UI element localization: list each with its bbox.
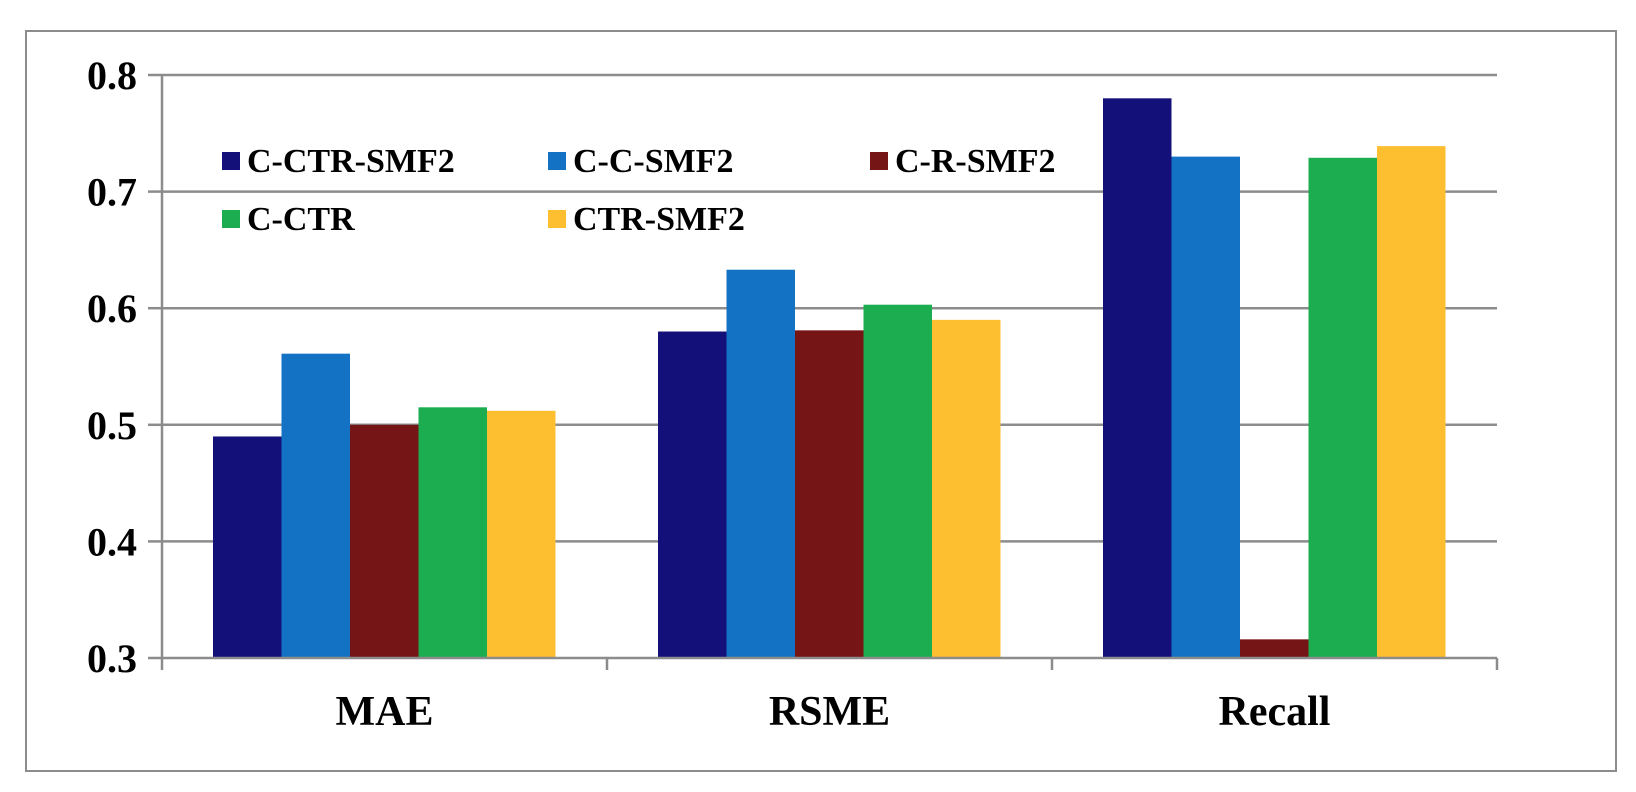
bars [213, 98, 1446, 658]
bar-c-c-smf2-recall [1171, 156, 1240, 658]
legend-label: CTR-SMF2 [573, 201, 745, 238]
bar-c-r-smf2-recall [1240, 639, 1309, 658]
legend: C-CTR-SMF2 C-C-SMF2 C-R-SMF2 C-CTR CTR-SMF2 [222, 143, 1056, 238]
y-tick-label: 0.5 [87, 403, 137, 448]
x-category-label: MAE [336, 689, 434, 735]
bar-c-r-smf2-mae [350, 424, 419, 658]
y-tick-label: 0.3 [87, 636, 137, 681]
legend-swatch [222, 152, 240, 170]
legend-label: C-C-SMF2 [573, 143, 734, 180]
y-tick-label: 0.6 [87, 286, 137, 331]
bar-c-ctr-smf2-mae [213, 436, 282, 658]
bar-c-r-smf2-rsme [795, 330, 864, 658]
y-tick-label: 0.4 [87, 519, 137, 564]
legend-label: C-CTR [247, 201, 355, 238]
bar-c-ctr-smf2-rsme [658, 331, 727, 658]
legend-label: C-CTR-SMF2 [247, 143, 455, 180]
y-tick-label: 0.7 [87, 170, 137, 215]
bar-ctr-smf2-recall [1377, 146, 1446, 658]
legend-swatch [548, 152, 566, 170]
y-tick-label: 0.8 [87, 53, 137, 98]
legend-label: C-R-SMF2 [895, 143, 1056, 180]
x-category-label: Recall [1219, 689, 1331, 735]
x-category-label: RSME [769, 689, 890, 735]
bar-ctr-smf2-mae [487, 410, 556, 658]
bar-ctr-smf2-rsme [932, 319, 1001, 658]
legend-swatch [870, 152, 888, 170]
legend-swatch [548, 210, 566, 228]
y-tick-labels: 0.3 0.4 0.5 0.6 0.7 0.8 [87, 53, 137, 681]
axes [148, 73, 1499, 670]
legend-swatch [222, 210, 240, 228]
bar-c-c-smf2-mae [281, 353, 350, 658]
bar-c-ctr-rsme [863, 304, 932, 658]
x-category-labels: MAE RSME Recall [336, 689, 1331, 735]
bar-c-c-smf2-rsme [726, 269, 795, 658]
bar-c-ctr-smf2-recall [1103, 98, 1172, 658]
bar-c-ctr-recall [1308, 157, 1377, 658]
bar-c-ctr-mae [418, 407, 487, 658]
